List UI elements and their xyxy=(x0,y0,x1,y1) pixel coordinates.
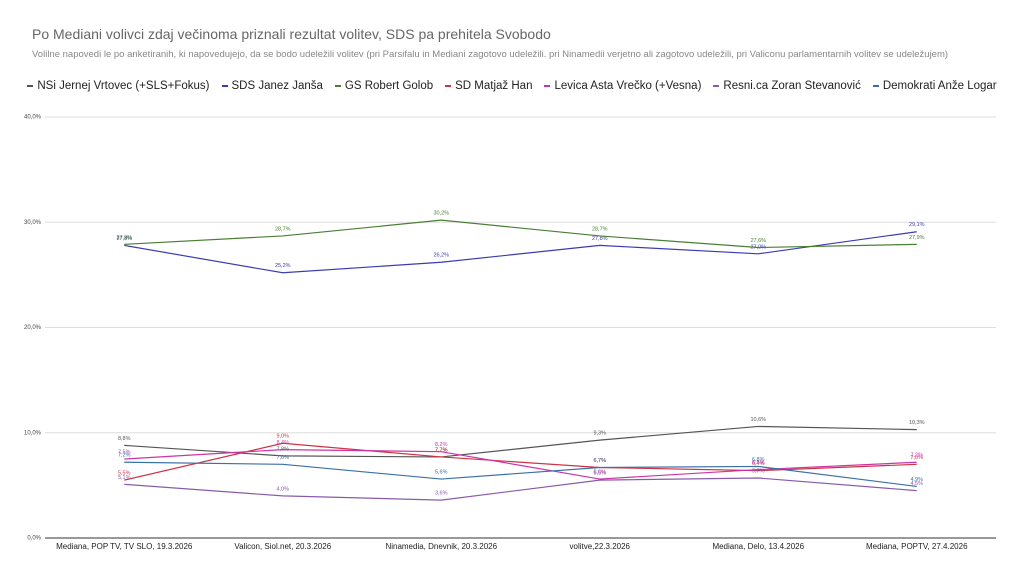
chart-title: Po Mediani volivci zdaj večinoma priznal… xyxy=(32,26,551,42)
legend-item: SDS Janez Janša xyxy=(221,80,323,92)
data-label: 5,1% xyxy=(118,475,131,481)
data-label: 6,4% xyxy=(752,461,765,467)
data-label: 25,2% xyxy=(275,263,291,269)
legend-item: Levica Asta Vrečko (+Vesna) xyxy=(544,80,701,92)
data-label: 5,7% xyxy=(752,468,765,474)
data-label: 4,9% xyxy=(910,477,923,483)
y-tick-label: 30,0% xyxy=(24,220,42,226)
data-label: 26,2% xyxy=(433,253,449,259)
legend-item: Demokrati Anže Logar xyxy=(872,80,997,92)
y-tick-label: 40,0% xyxy=(24,115,42,121)
data-label: 30,2% xyxy=(433,211,449,217)
data-label: 5,6% xyxy=(435,470,448,476)
legend-swatch xyxy=(544,85,551,87)
legend-label: Resni.ca Zoran Stevanović xyxy=(723,80,861,92)
data-label: 5,5% xyxy=(118,471,131,477)
data-label: 8,8% xyxy=(118,436,131,442)
legend-label: Demokrati Anže Logar xyxy=(882,80,997,92)
x-tick-label: Mediana, POP TV, TV SLO, 19.3.2026 xyxy=(56,542,193,551)
series-line xyxy=(124,425,917,458)
data-label: 8,2% xyxy=(435,442,448,448)
data-label: 6,5% xyxy=(752,460,765,466)
legend-label: SDS Janez Janša xyxy=(231,80,323,92)
x-tick-label: Valicon, Siol.net, 20.3.2026 xyxy=(234,542,331,551)
data-label: 10,6% xyxy=(750,417,766,423)
data-label: 7,7% xyxy=(435,447,448,453)
legend-swatch xyxy=(713,85,720,87)
x-tick-label: Mediana, Delo, 13.4.2026 xyxy=(712,542,804,551)
data-label: 6,8% xyxy=(752,457,765,463)
chart-subtitle: Volilne napovedi le po anketiranih, ki n… xyxy=(32,49,949,60)
y-tick-label: 10,0% xyxy=(24,430,42,436)
data-label: 28,7% xyxy=(275,226,291,232)
legend-swatch xyxy=(334,85,341,87)
legend-swatch xyxy=(872,85,879,87)
data-label: 7,7% xyxy=(435,447,448,453)
data-label: 27,6% xyxy=(750,238,766,244)
data-label: 3,6% xyxy=(435,491,448,497)
series-line xyxy=(124,448,917,480)
data-label: 7,2% xyxy=(910,453,923,459)
series-line xyxy=(124,477,917,501)
legend-item: NSi Jernej Vrtovec (+SLS+Fokus) xyxy=(27,80,210,92)
data-label: 9,3% xyxy=(593,431,606,437)
legend-label: SD Matjaž Han xyxy=(455,80,533,92)
data-label: 10,3% xyxy=(909,420,925,426)
legend-item: Resni.ca Zoran Stevanović xyxy=(713,80,861,92)
legend-label: NSi Jernej Vrtovec (+SLS+Fokus) xyxy=(37,80,210,92)
data-label: 8,4% xyxy=(276,440,289,446)
data-label: 7,2% xyxy=(118,453,131,459)
x-tick-label: volitve,22.3.2026 xyxy=(570,542,631,551)
data-label: 9,0% xyxy=(276,434,289,440)
data-label: 7,0% xyxy=(910,455,923,461)
legend-label: GS Robert Golob xyxy=(344,80,434,92)
data-label: 5,6% xyxy=(593,470,606,476)
series-line xyxy=(124,231,917,274)
data-label: 28,7% xyxy=(592,226,608,232)
data-label: 27,8% xyxy=(592,236,608,242)
legend-item: GS Robert Golob xyxy=(334,80,434,92)
data-label: 4,5% xyxy=(910,481,923,487)
data-label: 6,7% xyxy=(593,458,606,464)
legend-swatch xyxy=(221,85,228,87)
data-label: 7,5% xyxy=(118,450,131,456)
data-label: 27,8% xyxy=(116,236,132,242)
legend-swatch xyxy=(445,85,452,87)
legend-label: Levica Asta Vrečko (+Vesna) xyxy=(554,80,702,92)
series-line xyxy=(124,461,917,488)
legend-swatch xyxy=(27,85,34,87)
series-line xyxy=(124,219,917,249)
data-label: 4,0% xyxy=(276,486,289,492)
data-label: 5,5% xyxy=(593,471,606,477)
legend-item: SD Matjaž Han xyxy=(445,80,532,92)
data-label: 6,7% xyxy=(593,458,606,464)
data-label: 27,9% xyxy=(116,235,132,241)
x-tick-label: Ninamedia, Dnevnik, 20.3.2026 xyxy=(385,542,497,551)
legend: NSi Jernej Vrtovec (+SLS+Fokus) SDS Janez… xyxy=(0,80,1024,92)
x-tick-label: Mediana, POPTV, 27.4.2026 xyxy=(866,542,968,551)
data-label: 27,9% xyxy=(909,235,925,241)
data-label: 7,0% xyxy=(276,455,289,461)
y-tick-label: 0,0% xyxy=(27,536,41,542)
data-label: 29,1% xyxy=(909,222,925,228)
y-tick-label: 20,0% xyxy=(24,325,42,331)
